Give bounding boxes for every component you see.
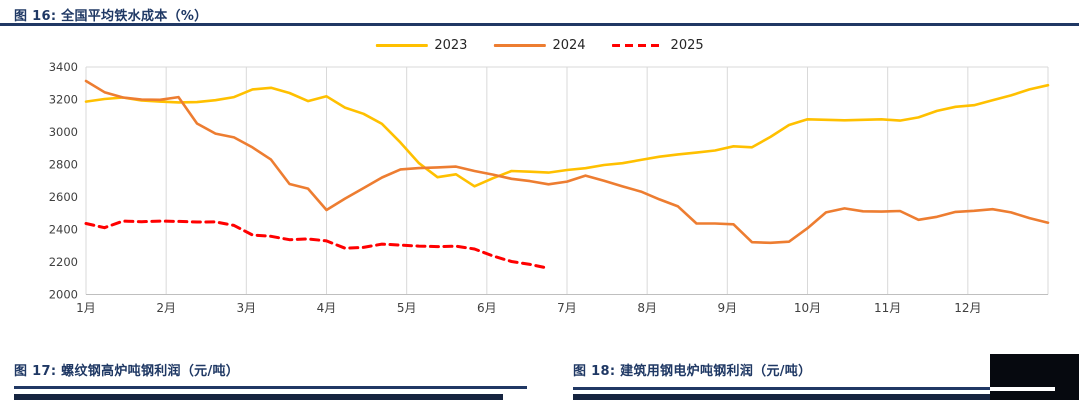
legend-label-2023: 2023 [434, 38, 468, 53]
corner-clipped-block-top [990, 354, 1055, 387]
legend-label-2024: 2024 [552, 38, 586, 53]
x-tick-label: 4月 [317, 301, 337, 315]
x-tick-label: 8月 [637, 301, 657, 315]
figure17-title-rule [14, 386, 527, 389]
figure18-chart-clipped-bar [573, 394, 990, 400]
y-tick-label: 2200 [49, 255, 78, 269]
y-tick-label: 2400 [49, 223, 78, 237]
figure18-title-rule [573, 387, 990, 390]
figure16-title-rule [0, 23, 1079, 26]
y-tick-label: 2600 [49, 190, 78, 204]
figure16-title: 图 16: 全国平均铁水成本（%） [14, 9, 208, 24]
corner-clipped-block-right [1055, 354, 1079, 400]
x-tick-label: 5月 [397, 301, 417, 315]
x-tick-label: 9月 [718, 301, 738, 315]
figure18-title: 图 18: 建筑用钢电炉吨钢利润（元/吨） [573, 364, 812, 379]
x-tick-label: 3月 [237, 301, 257, 315]
legend-item-2024: 2024 [493, 38, 586, 53]
y-tick-label: 2000 [49, 288, 78, 302]
legend-item-2025: 2025 [611, 38, 704, 53]
y-tick-label: 2800 [49, 158, 78, 172]
legend-item-2023: 2023 [375, 39, 467, 52]
corner-clipped-block-bottom [990, 391, 1055, 400]
y-tick-label: 3400 [49, 60, 78, 74]
hot-metal-cost-line-chart: 2000 2200 2400 2600 2800 3000 3200 3400 1月 2月 3月 4月… [49, 60, 1050, 315]
x-tick-label: 10月 [794, 301, 821, 315]
y-tick-label: 3200 [49, 93, 78, 107]
legend-swatch-2024-icon [493, 44, 546, 47]
x-tick-label: 1月 [76, 301, 96, 315]
figure17-chart-clipped-bar [14, 394, 503, 400]
series-line-2023 [84, 83, 1050, 188]
chart-legend: 2023 2024 2025 [375, 38, 704, 53]
figure17-title: 图 17: 螺纹钢高炉吨钢利润（元/吨） [14, 364, 240, 379]
legend-label-2025: 2025 [670, 38, 704, 53]
x-tick-label: 6月 [477, 301, 497, 315]
x-tick-label: 2月 [156, 301, 176, 315]
x-tick-label: 12月 [954, 301, 981, 315]
legend-swatch-2025-icon [611, 44, 664, 47]
y-tick-label: 3000 [49, 125, 78, 139]
series-line-2025 [84, 219, 550, 270]
legend-swatch-2023-icon [375, 44, 428, 47]
x-tick-label: 11月 [874, 301, 901, 315]
series-line-2024 [84, 79, 1050, 245]
x-tick-label: 7月 [557, 301, 577, 315]
